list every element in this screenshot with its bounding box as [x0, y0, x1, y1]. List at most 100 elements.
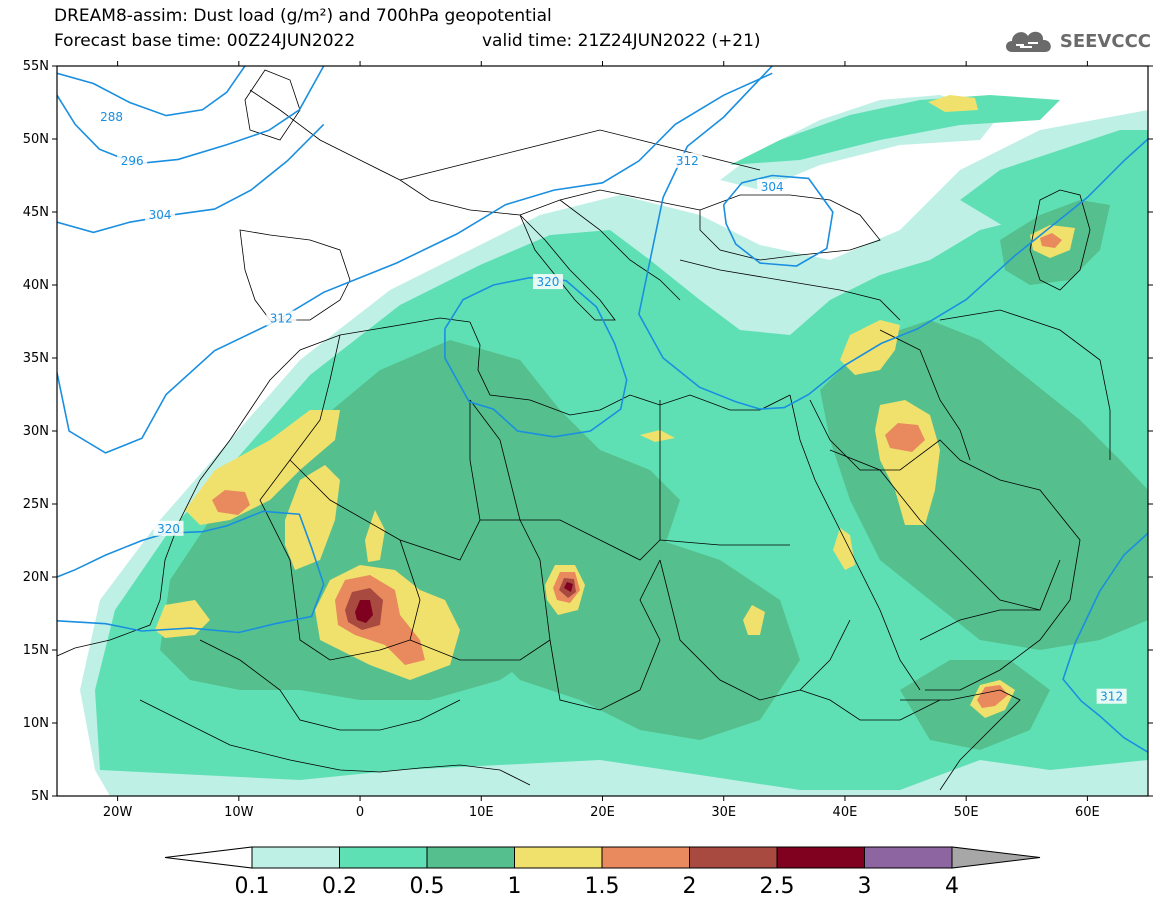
border-iran [939, 309, 1111, 460]
logo-text: SEEVCCC [1059, 30, 1151, 52]
contour-label-bg [145, 206, 176, 222]
dust-region-1-sudan [743, 605, 765, 635]
lon-tick-label: 50E [954, 805, 979, 820]
border-egypt-sudan [659, 539, 790, 546]
cloud-icon [1005, 31, 1051, 52]
colorbar-swatch [251, 846, 340, 869]
lat-tick-label: 30N [23, 424, 49, 439]
colorbar-swatch [426, 846, 515, 869]
dust-region-0.5-sahara [460, 500, 800, 740]
lat-tick-label: 35N [23, 351, 49, 366]
border-europe [399, 129, 761, 181]
coastline-horn [900, 689, 1021, 791]
lon-tick-label: 40E [833, 805, 858, 820]
border-chad [549, 559, 661, 711]
dust-region-0.2-band [730, 95, 1060, 165]
lat-tick-label: 25N [23, 497, 49, 512]
contour-label-bg [532, 274, 563, 290]
colorbar-tick-label: 1.5 [585, 874, 620, 899]
caspian-coast [1029, 189, 1091, 291]
contour-label: 304 [761, 180, 784, 194]
contour-line [722, 174, 834, 267]
coastline-iberia [239, 229, 351, 321]
border-sudan [659, 559, 851, 701]
colorbar-tick-label: 4 [945, 874, 959, 899]
colorbar: 0.1 0.2 0.5 1 1.5 2 2.5 3 4 [164, 846, 1041, 899]
border-balkans [559, 199, 681, 301]
dust-region-1.5-caspian [1040, 233, 1062, 248]
lon-tick-label: 10E [469, 805, 494, 820]
dust-load-field [80, 95, 1148, 796]
coastline-red-sea [789, 394, 921, 691]
lon-tick-label: 30E [711, 805, 736, 820]
contour-label: 296 [121, 154, 144, 168]
contour-line [444, 276, 628, 438]
contour-label-bg [117, 152, 148, 168]
coastline-arabia-east [809, 399, 1081, 691]
contour-line [57, 66, 325, 165]
lat-tick-label: 40N [23, 278, 49, 293]
forecast-base-time: Forecast base time: 00Z24JUN2022 [54, 31, 356, 51]
contour-label: 312 [1100, 690, 1123, 704]
contour-label-bg [266, 310, 297, 326]
dust-region-1-egypt [640, 430, 675, 442]
contour-label: 320 [157, 522, 180, 536]
lat-tick-label: 15N [23, 643, 49, 658]
europe-coast [249, 89, 701, 216]
contour-label: 288 [100, 110, 123, 124]
dust-region-2.5-mali [355, 600, 373, 623]
border-yemen [919, 609, 1040, 641]
contour-label-bg [757, 179, 788, 195]
contour-line [57, 72, 773, 454]
geopotential-contours: 288 296 304 312 312 304 320 320 312 [57, 66, 1148, 753]
lon-tick-label: 20W [103, 805, 133, 820]
colorbar-swatch [601, 846, 690, 869]
colorbar-swatch [689, 846, 778, 869]
lat-tick-label: 55N [23, 59, 49, 74]
colorbar-tick-label: 0.2 [322, 874, 357, 899]
dust-region-1-red-sea [833, 528, 855, 570]
valid-time: valid time: 21Z24JUN2022 (+21) [482, 31, 761, 51]
colorbar-tick-label: 2 [683, 874, 697, 899]
map-title: DREAM8-assim: Dust load (g/m²) and 700hP… [54, 6, 552, 26]
colorbar-swatch [339, 846, 428, 869]
colorbar-swatch [776, 846, 865, 869]
colorbar-swatch [864, 846, 953, 869]
colorbar-under-arrow [164, 846, 253, 869]
colorbar-tick-label: 1 [508, 874, 522, 899]
contour-line [57, 66, 246, 117]
dust-region-1-russia [928, 95, 978, 112]
contour-label: 312 [270, 312, 293, 326]
border-mali [259, 459, 421, 661]
lon-tick-label: 10W [224, 805, 254, 820]
lon-tick-label: 0 [356, 805, 364, 820]
lat-tick-label: 10N [23, 716, 49, 731]
lon-tick-label: 60E [1075, 805, 1100, 820]
dust-region-1-algeria [285, 465, 340, 570]
map-axes: 20W 10W 0 10E 20E 30E 40E 50E 60E 55N 50N 45N 40N 35N… [23, 59, 1153, 820]
contour-label: 312 [676, 154, 699, 168]
colorbar-tick-label: 2.5 [760, 874, 795, 899]
dust-region-1.5-iraq [885, 423, 925, 452]
dust-region-1.5-horn [977, 685, 1008, 708]
contour-label: 304 [149, 208, 172, 222]
contour-label: 320 [536, 275, 559, 289]
lon-tick-label: 20E [590, 805, 615, 820]
lat-tick-label: 50N [23, 132, 49, 147]
colorbar-tick-label: 0.1 [235, 874, 270, 899]
dust-region-1-niger [365, 510, 385, 562]
black-sea-coast [699, 194, 881, 261]
colorbar-over-arrow [951, 846, 1041, 869]
border-turkey [679, 259, 901, 321]
colorbar-tick-label: 3 [858, 874, 872, 899]
contour-label-bg [153, 520, 184, 536]
seevccc-logo: SEEVCCC [1002, 24, 1151, 58]
contour-label-bg [672, 152, 703, 168]
contour-line [1062, 532, 1148, 753]
border-iraq-iran [879, 329, 971, 461]
lat-tick-label: 20N [23, 570, 49, 585]
contour-line [57, 123, 325, 234]
lat-tick-label: 45N [23, 205, 49, 220]
border-algeria [289, 334, 481, 561]
border-west-africa [199, 639, 461, 731]
